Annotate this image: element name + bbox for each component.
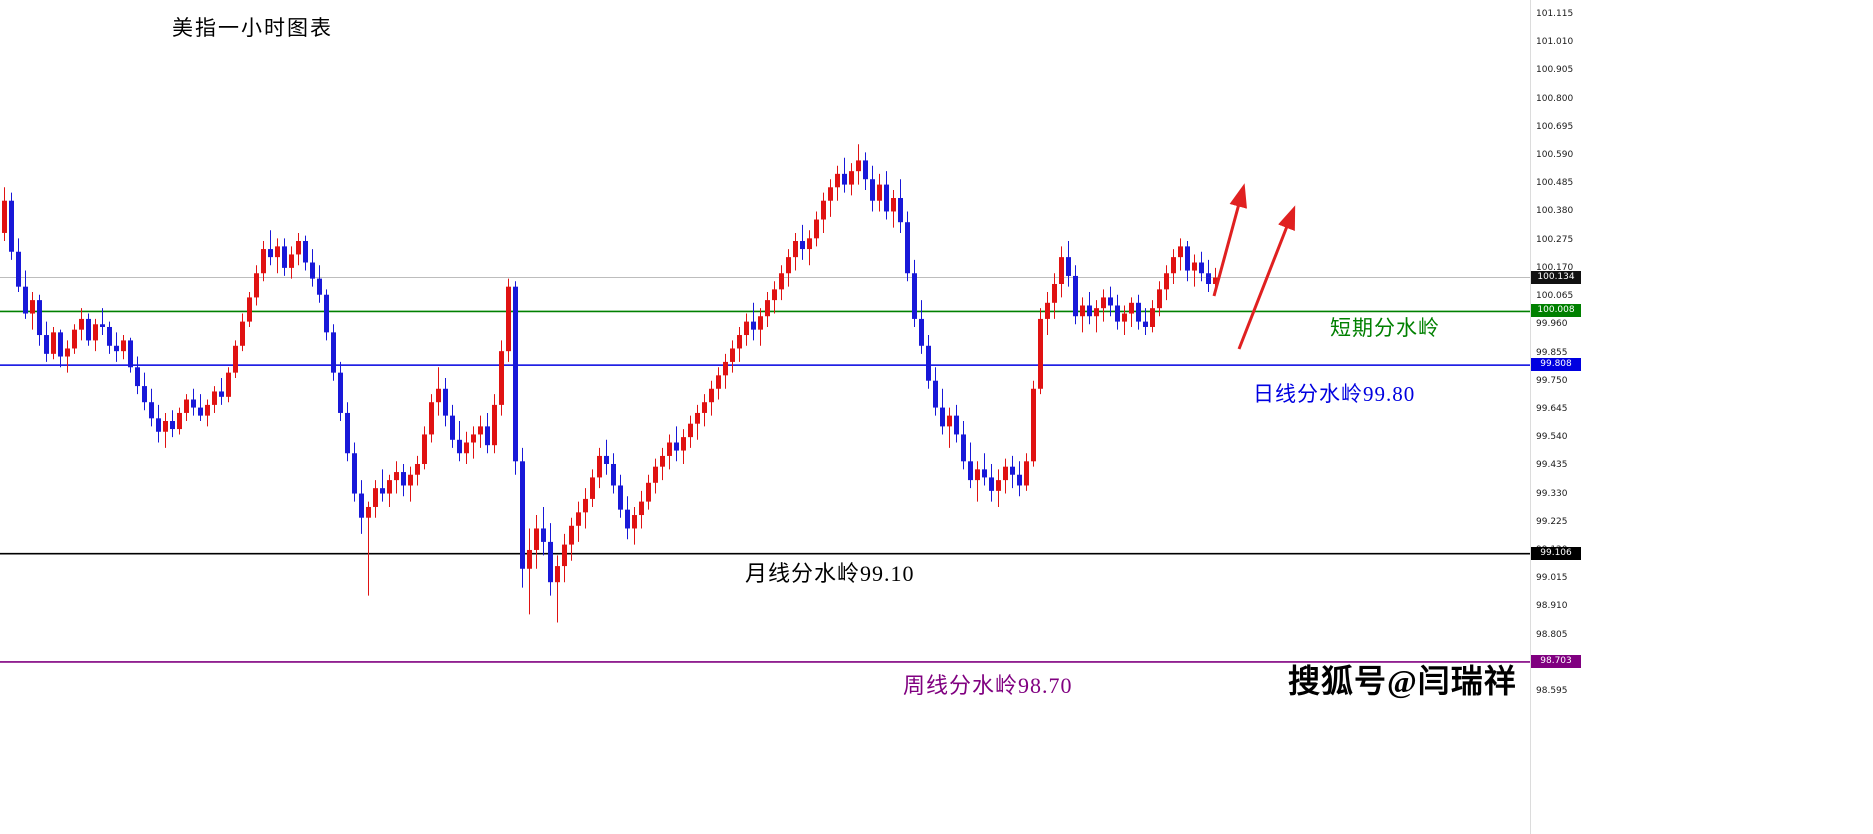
- axis-tick: 100.380: [1536, 206, 1574, 217]
- axis-tick: 99.330: [1536, 488, 1568, 499]
- watershed-level-lines: [0, 310, 1530, 663]
- axis-tick: 100.590: [1536, 150, 1574, 161]
- axis-tick: 100.065: [1536, 291, 1574, 302]
- annotation-weekly-watershed: 周线分水岭98.70: [903, 673, 1073, 698]
- axis-tick: 99.435: [1536, 460, 1568, 471]
- axis-tick: 100.485: [1536, 178, 1574, 189]
- watermark: 搜狐号@闫瑞祥: [1288, 663, 1517, 699]
- axis-tick: 101.115: [1536, 9, 1574, 19]
- axis-tick: 99.960: [1536, 319, 1568, 330]
- price-tag: 100.134: [1531, 270, 1581, 284]
- candles: [2, 144, 1218, 623]
- price-tag: 100.008: [1531, 304, 1581, 318]
- axis-separator: [1530, 0, 1531, 834]
- up-trend-arrows-icon: [1212, 183, 1296, 350]
- axis-tick: 100.800: [1536, 93, 1574, 104]
- annotation-monthly-watershed: 月线分水岭99.10: [745, 561, 915, 586]
- axis-tick: 100.170: [1536, 262, 1574, 273]
- axis-tick: 100.275: [1536, 234, 1574, 245]
- axis-tick: 98.910: [1536, 601, 1568, 612]
- price-tag: 99.808: [1531, 358, 1581, 372]
- axis-tick: 99.750: [1536, 375, 1568, 386]
- axis-tick: 98.700: [1536, 657, 1568, 668]
- axis-tick: 99.015: [1536, 573, 1568, 584]
- axis-tick: 99.855: [1536, 347, 1568, 358]
- chart-title: 美指一小时图表: [172, 16, 333, 40]
- axis-tick: 99.120: [1536, 544, 1568, 555]
- axis-tick: 101.010: [1536, 37, 1574, 48]
- axis-tick: 98.805: [1536, 629, 1568, 640]
- price-tag: 98.703: [1531, 654, 1581, 668]
- axis-tick: 98.595: [1536, 686, 1568, 696]
- axis-tick: 99.645: [1536, 403, 1568, 414]
- candlestick-chart[interactable]: [0, 0, 1530, 834]
- axis-tick: 100.905: [1536, 65, 1574, 76]
- axis-tick: 99.225: [1536, 516, 1568, 527]
- axis-tick: 99.540: [1536, 432, 1568, 443]
- axis-tick: 100.695: [1536, 121, 1574, 132]
- annotation-daily-watershed: 日线分水岭99.80: [1253, 382, 1416, 406]
- annotation-short-term-watershed: 短期分水岭: [1330, 316, 1440, 340]
- price-tag: 99.106: [1531, 546, 1581, 560]
